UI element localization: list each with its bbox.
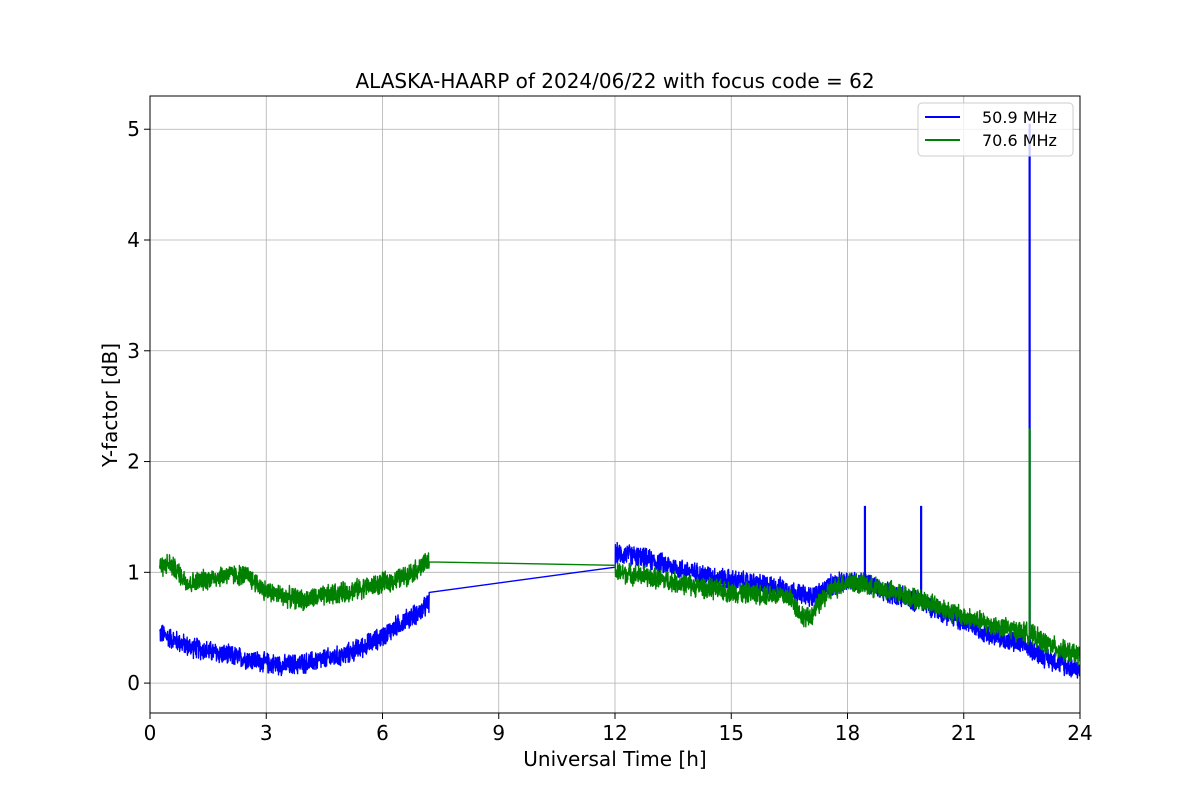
legend-label-70-6-mhz: 70.6 MHz: [982, 131, 1057, 150]
x-tick-label: 15: [719, 721, 744, 745]
y-tick-label: 0: [127, 671, 140, 695]
x-axis-label: Universal Time [h]: [523, 747, 706, 771]
x-tick-label: 21: [951, 721, 976, 745]
legend: 50.9 MHz 70.6 MHz: [917, 102, 1074, 157]
x-tick-label: 9: [492, 721, 505, 745]
y-tick-label: 3: [127, 339, 140, 363]
x-tick-label: 12: [602, 721, 627, 745]
series-group: [159, 123, 1080, 679]
series-line-70-6-mhz: [159, 552, 1080, 666]
legend-label-50-9-mhz: 50.9 MHz: [982, 108, 1057, 127]
y-tick-label: 4: [127, 228, 140, 252]
x-tick-label: 24: [1067, 721, 1092, 745]
y-tick-label: 2: [127, 450, 140, 474]
x-tick-label: 0: [144, 721, 157, 745]
x-tick-label: 6: [376, 721, 389, 745]
y-tick-label: 5: [127, 117, 140, 141]
y-axis-label: Y-factor [dB]: [98, 343, 122, 468]
chart-title: ALASKA-HAARP of 2024/06/22 with focus co…: [355, 69, 874, 93]
x-tick-label: 3: [260, 721, 273, 745]
x-tick-label: 18: [835, 721, 860, 745]
y-tick-label: 1: [127, 560, 140, 584]
